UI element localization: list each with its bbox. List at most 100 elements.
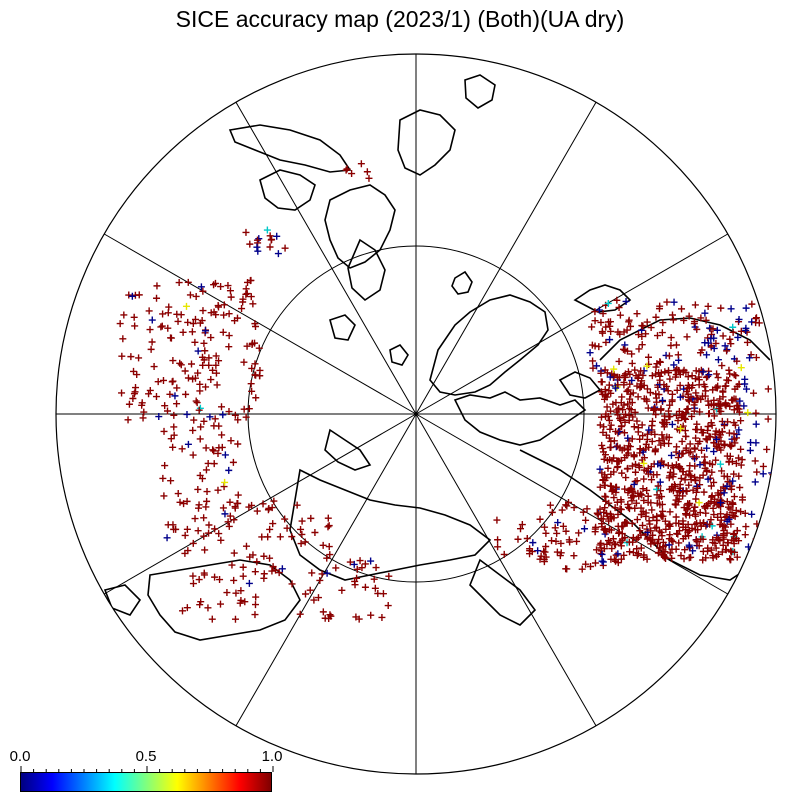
accuracy-marker <box>655 549 663 557</box>
accuracy-marker <box>116 320 124 328</box>
accuracy-marker <box>203 488 211 496</box>
accuracy-marker <box>604 318 612 326</box>
accuracy-marker <box>281 244 289 252</box>
accuracy-marker <box>644 353 652 361</box>
accuracy-marker <box>164 324 172 332</box>
accuracy-marker <box>637 504 645 512</box>
accuracy-marker <box>717 304 725 312</box>
accuracy-marker <box>301 538 309 546</box>
accuracy-marker <box>215 530 223 538</box>
accuracy-marker <box>170 423 178 431</box>
accuracy-marker <box>273 232 281 240</box>
accuracy-marker <box>263 226 271 234</box>
accuracy-marker <box>230 549 238 557</box>
accuracy-marker <box>612 384 620 392</box>
accuracy-marker <box>551 524 559 532</box>
accuracy-marker <box>637 511 645 519</box>
accuracy-marker <box>717 401 725 409</box>
accuracy-markers <box>116 160 776 623</box>
accuracy-marker <box>198 353 206 361</box>
accuracy-marker <box>367 611 375 619</box>
accuracy-marker <box>665 474 673 482</box>
accuracy-marker <box>163 534 171 542</box>
accuracy-marker <box>650 471 658 479</box>
accuracy-marker <box>210 460 218 468</box>
accuracy-marker <box>494 543 502 551</box>
accuracy-marker <box>763 445 771 453</box>
accuracy-marker <box>681 414 688 422</box>
accuracy-marker <box>722 382 730 390</box>
accuracy-marker <box>730 371 738 379</box>
accuracy-marker <box>691 301 699 309</box>
accuracy-marker <box>682 432 690 440</box>
accuracy-marker <box>202 383 210 391</box>
accuracy-marker <box>728 509 736 517</box>
accuracy-marker <box>223 589 231 597</box>
accuracy-marker <box>288 533 296 541</box>
accuracy-marker <box>713 435 721 443</box>
accuracy-marker <box>675 539 683 547</box>
accuracy-marker <box>194 347 202 355</box>
accuracy-marker <box>618 422 626 430</box>
accuracy-marker <box>534 547 542 555</box>
accuracy-marker <box>622 297 630 305</box>
accuracy-marker <box>714 489 722 497</box>
accuracy-marker <box>118 352 126 360</box>
accuracy-marker <box>665 521 673 529</box>
accuracy-marker <box>670 470 678 478</box>
accuracy-marker <box>682 415 690 423</box>
accuracy-marker <box>258 533 266 541</box>
accuracy-marker <box>355 615 363 623</box>
accuracy-marker <box>518 521 526 529</box>
accuracy-marker <box>586 349 594 357</box>
accuracy-marker <box>225 408 233 416</box>
accuracy-marker <box>643 435 651 443</box>
accuracy-marker <box>697 535 705 543</box>
accuracy-marker <box>221 510 229 518</box>
accuracy-marker <box>737 445 745 453</box>
accuracy-marker <box>692 389 700 397</box>
accuracy-marker <box>633 477 641 485</box>
accuracy-marker <box>674 498 682 506</box>
accuracy-marker <box>674 417 682 425</box>
accuracy-marker <box>626 380 634 388</box>
accuracy-marker <box>346 558 354 566</box>
accuracy-marker <box>500 550 508 558</box>
accuracy-marker <box>599 558 607 566</box>
accuracy-marker <box>714 513 722 521</box>
accuracy-marker <box>654 540 662 548</box>
accuracy-marker <box>599 310 607 318</box>
accuracy-marker <box>611 540 619 548</box>
accuracy-marker <box>153 294 161 302</box>
accuracy-marker <box>272 566 280 574</box>
accuracy-marker <box>238 305 246 313</box>
accuracy-marker <box>255 235 263 243</box>
accuracy-marker <box>736 397 744 405</box>
accuracy-marker <box>610 365 618 373</box>
accuracy-marker <box>731 512 739 520</box>
accuracy-marker <box>155 413 163 421</box>
accuracy-marker <box>325 543 333 551</box>
accuracy-marker <box>614 510 622 518</box>
accuracy-marker <box>378 613 386 621</box>
accuracy-marker <box>616 330 624 338</box>
accuracy-marker <box>269 520 277 528</box>
accuracy-marker <box>655 369 663 377</box>
accuracy-marker <box>651 430 659 438</box>
accuracy-marker <box>726 402 734 410</box>
accuracy-marker <box>639 521 647 529</box>
accuracy-marker <box>735 472 743 480</box>
accuracy-marker <box>628 435 636 443</box>
accuracy-marker <box>158 322 166 330</box>
accuracy-marker <box>696 509 704 517</box>
accuracy-marker <box>493 516 501 524</box>
accuracy-marker <box>685 449 693 457</box>
accuracy-marker <box>721 513 729 521</box>
accuracy-marker <box>706 520 714 528</box>
accuracy-marker <box>152 393 160 401</box>
accuracy-marker <box>167 334 175 342</box>
accuracy-marker <box>169 443 177 451</box>
accuracy-marker <box>712 544 720 552</box>
accuracy-marker <box>199 307 207 315</box>
accuracy-marker <box>200 571 208 579</box>
